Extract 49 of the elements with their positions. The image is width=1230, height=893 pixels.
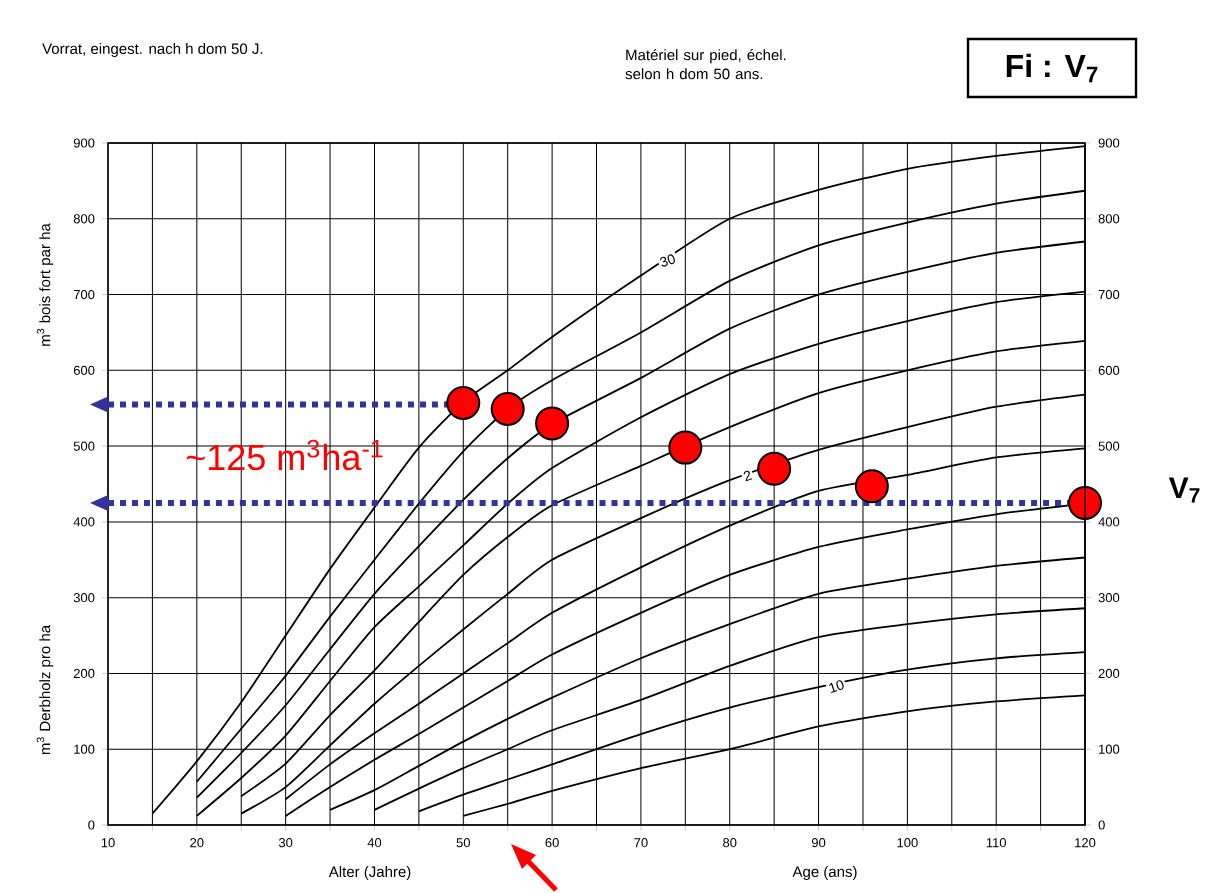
y-tick-label: 700 <box>73 289 95 300</box>
y2-tick-label: 800 <box>1098 214 1120 224</box>
y2-tick-label: 300 <box>1098 593 1120 603</box>
y-tick-label: 300 <box>73 593 95 603</box>
y-tick-label: 100 <box>74 744 95 754</box>
y-tick-label: 400 <box>73 517 95 527</box>
text: m$^{3}$ bois fort par ha <box>36 223 54 346</box>
y2-tick-label: 700 <box>1098 289 1120 300</box>
text: Age (ans) <box>792 866 857 880</box>
y-tick-label: 900 <box>73 138 95 148</box>
point <box>854 469 889 504</box>
x-tick-label: 30 <box>278 838 293 848</box>
point <box>668 430 703 465</box>
x-tick-label: 60 <box>545 838 559 848</box>
x-axis-title: Alter (Jahre) <box>328 866 411 880</box>
y-tick-label: 500 <box>73 441 95 451</box>
y2-tick-label: 100 <box>1099 744 1120 754</box>
x-tick-label: 40 <box>367 838 382 848</box>
x-tick-label: 90 <box>811 838 826 848</box>
y-axis-title: m$^{3}$ Derbholz pro ha <box>36 624 54 755</box>
annotation: 30 <box>660 254 675 267</box>
annotation: 2 <box>743 470 753 482</box>
point <box>490 391 525 426</box>
y2-tick-label: 400 <box>1098 517 1120 527</box>
y2-tick-label: 500 <box>1098 441 1120 451</box>
y-tick-label: 800 <box>73 214 95 224</box>
text: Fi : V$_{7}$ <box>1006 53 1098 83</box>
point <box>535 406 570 441</box>
point <box>446 385 481 420</box>
y-tick-label: 600 <box>73 365 95 375</box>
annotation: 10 <box>829 680 844 693</box>
y-tick-label: 0 <box>88 820 95 830</box>
x-tick-label: 70 <box>634 838 648 848</box>
y-tick-label: 200 <box>73 668 95 679</box>
x-tick-label: 20 <box>190 838 204 848</box>
y2-tick-label: 200 <box>1098 668 1120 679</box>
x-tick-label: 10 <box>101 838 115 848</box>
chart-subtitle: Matériel sur pied, échel. selon h dom 50 ans. <box>625 49 786 80</box>
chart-title: Vorrat, eingest. nach h dom 50 J. <box>42 43 263 57</box>
point <box>757 451 792 486</box>
x-tick-label: 120 <box>1075 838 1096 848</box>
y2-tick-label: 600 <box>1098 365 1120 375</box>
text: V$_{7}$ <box>1168 477 1200 503</box>
x-tick-label: 100 <box>897 838 918 848</box>
x-tick-label: 110 <box>986 838 1007 848</box>
y2-tick-label: 0 <box>1098 820 1105 830</box>
x-tick-label: 80 <box>723 838 737 848</box>
y2-tick-label: 900 <box>1098 138 1120 148</box>
x-tick-label: 50 <box>456 838 470 848</box>
